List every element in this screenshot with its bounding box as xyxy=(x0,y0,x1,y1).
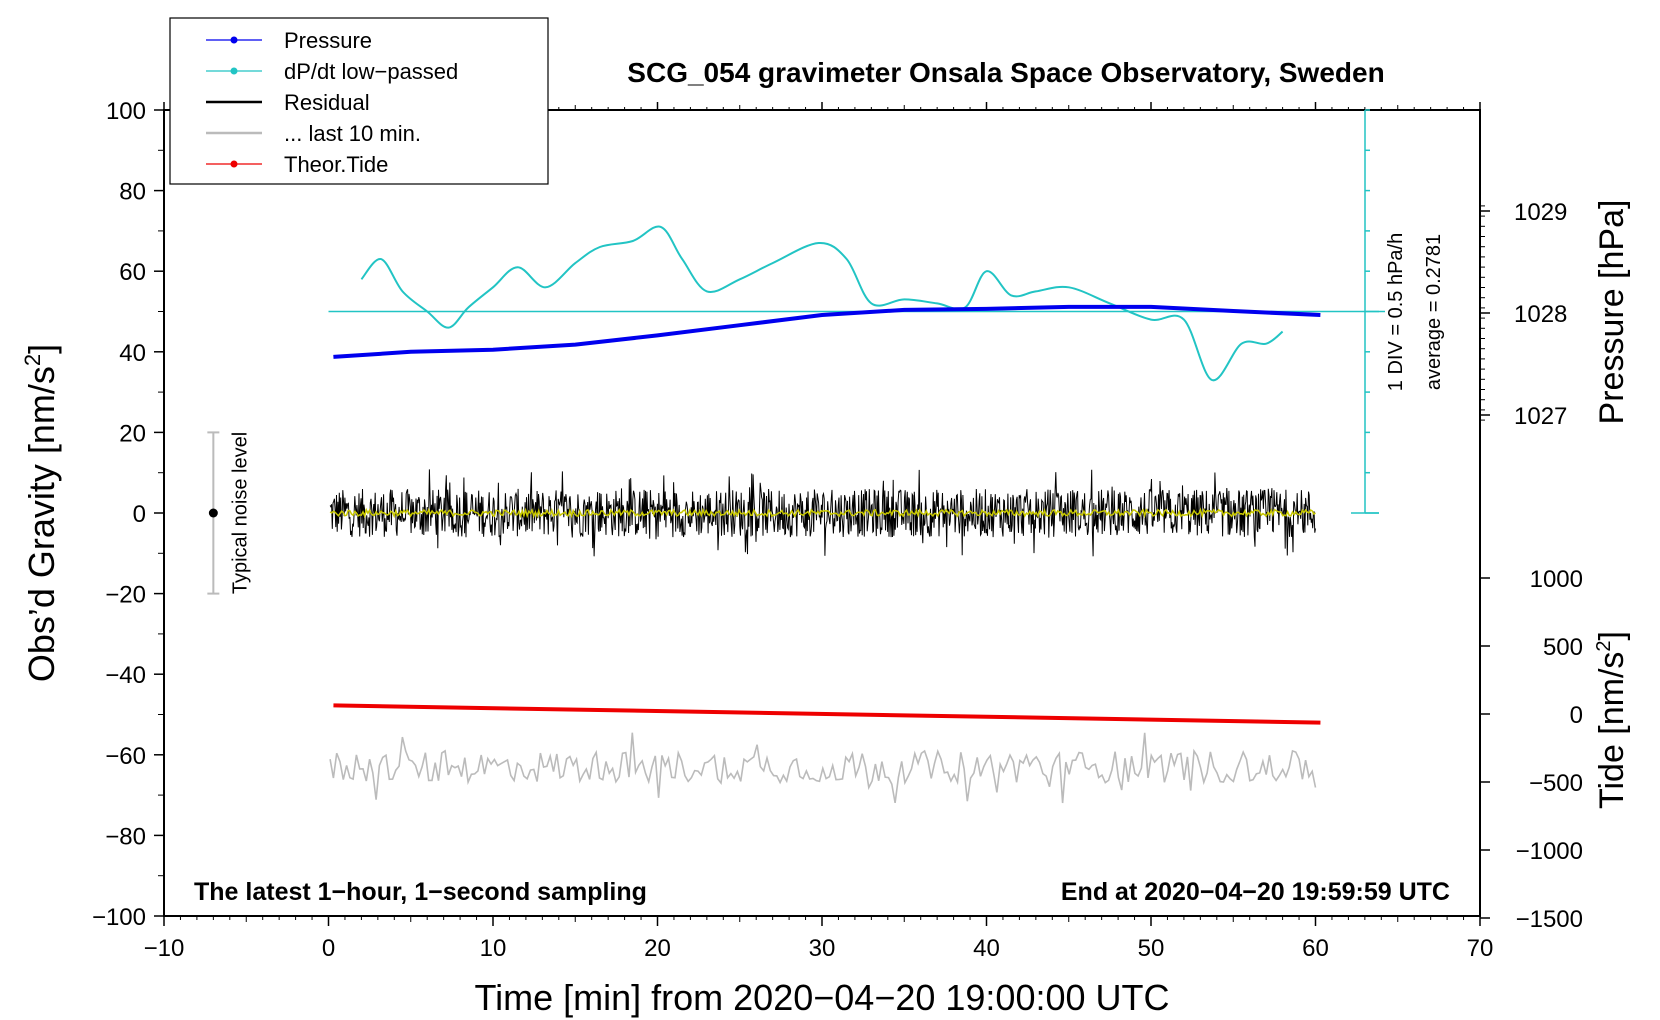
dpdt-scale-bar: 1 DIV = 0.5 hPa/h average = 0.2781 xyxy=(1351,109,1445,514)
y-tick-label: 0 xyxy=(133,501,146,528)
y-label-left-sup: 2 xyxy=(20,354,45,366)
tide-tick-label: −1000 xyxy=(1516,838,1583,865)
last-10-min-line xyxy=(329,732,1317,804)
residual-line xyxy=(329,469,1316,557)
y-tick-label: −100 xyxy=(92,904,146,931)
legend-marker xyxy=(230,160,238,168)
dpdt-average-label: average = 0.2781 xyxy=(1423,234,1445,390)
dpdt-scale-label: 1 DIV = 0.5 hPa/h xyxy=(1385,233,1407,391)
y-tick-label: −20 xyxy=(105,582,146,609)
noise-level-bar: Typical noise level xyxy=(207,431,251,595)
pressure-tick-label: 1029 xyxy=(1514,199,1567,226)
y-label-tide-text: Tide [nm/s xyxy=(1593,652,1631,809)
legend-label: Pressure xyxy=(284,28,372,53)
residual-smoothed-line xyxy=(329,507,1316,519)
chart-title: SCG_054 gravimeter Onsala Space Observat… xyxy=(627,57,1384,88)
y-axis-right: 1029 1028 1027 1000 500 0 −500 −1000 −1500 xyxy=(1480,199,1583,933)
dpdt-line xyxy=(360,225,1284,382)
legend-marker xyxy=(230,67,238,75)
x-tick-label: 20 xyxy=(644,935,671,962)
y-label-tide-close: ] xyxy=(1593,631,1631,640)
legend-label: ... last 10 min. xyxy=(284,121,421,146)
y-label-tide-sup: 2 xyxy=(1593,640,1615,651)
legend: Pressure dP/dt low−passed Residual ... last… xyxy=(169,17,549,185)
y-tick-label: 20 xyxy=(119,420,146,447)
legend-label: Theor.Tide xyxy=(284,152,388,177)
y-tick-label: 40 xyxy=(119,340,146,367)
annotation-end-time: End at 2020−04−20 19:59:59 UTC xyxy=(1061,878,1450,906)
theoretical-tide-series xyxy=(333,703,1321,725)
y-axis-left: 100 80 60 40 20 0 −20 −40 −60 −80 −100 xyxy=(92,98,164,931)
x-tick-label: 50 xyxy=(1138,935,1165,962)
x-tick-label: 40 xyxy=(973,935,1000,962)
noise-bar-label: Typical noise level xyxy=(229,432,251,594)
y-tick-label: −40 xyxy=(105,662,146,689)
x-tick-label: −10 xyxy=(144,935,185,962)
last-10-min-series xyxy=(329,732,1317,804)
y-axis-label-pressure: Pressure [hPa] xyxy=(1593,200,1631,425)
x-tick-label: 60 xyxy=(1302,935,1329,962)
y-tick-label: −60 xyxy=(105,743,146,770)
legend-label: dP/dt low−passed xyxy=(284,59,458,84)
residual-series xyxy=(329,469,1316,557)
pressure-tick-label: 1027 xyxy=(1514,403,1567,430)
y-tick-label: −80 xyxy=(105,823,146,850)
x-tick-label: 10 xyxy=(480,935,507,962)
pressure-series xyxy=(333,304,1321,359)
y-label-left-text: Obs’d Gravity [nm/s xyxy=(21,366,62,682)
legend-label: Residual xyxy=(284,90,370,115)
y-tick-label: 100 xyxy=(106,98,146,125)
y-label-left-close: ] xyxy=(21,344,62,354)
x-tick-label: 0 xyxy=(322,935,335,962)
legend-marker xyxy=(230,36,238,44)
x-tick-label: 70 xyxy=(1467,935,1494,962)
annotation-sampling: The latest 1−hour, 1−second sampling xyxy=(194,878,647,906)
tide-tick-label: −500 xyxy=(1529,770,1583,797)
x-axis: −10 0 10 20 30 40 50 60 70 xyxy=(144,102,1494,962)
dpdt-series xyxy=(328,225,1385,382)
tide-line xyxy=(333,703,1321,725)
tide-tick-label: −1500 xyxy=(1516,906,1583,933)
x-axis-label: Time [min] from 2020−04−20 19:00:00 UTC xyxy=(474,977,1169,1018)
pressure-tick-label: 1028 xyxy=(1514,301,1567,328)
noise-bar-center-dot xyxy=(208,508,218,518)
tide-tick-label: 1000 xyxy=(1530,566,1583,593)
y-axis-label-tide: Tide [nm/s2] xyxy=(1593,631,1631,809)
y-tick-label: 80 xyxy=(119,179,146,206)
tide-tick-label: 500 xyxy=(1543,634,1583,661)
y-axis-label-left: Obs’d Gravity [nm/s2] xyxy=(20,344,62,682)
pressure-line xyxy=(333,304,1321,359)
x-tick-label: 30 xyxy=(809,935,836,962)
tide-tick-label: 0 xyxy=(1570,702,1583,729)
y-tick-label: 60 xyxy=(119,259,146,286)
